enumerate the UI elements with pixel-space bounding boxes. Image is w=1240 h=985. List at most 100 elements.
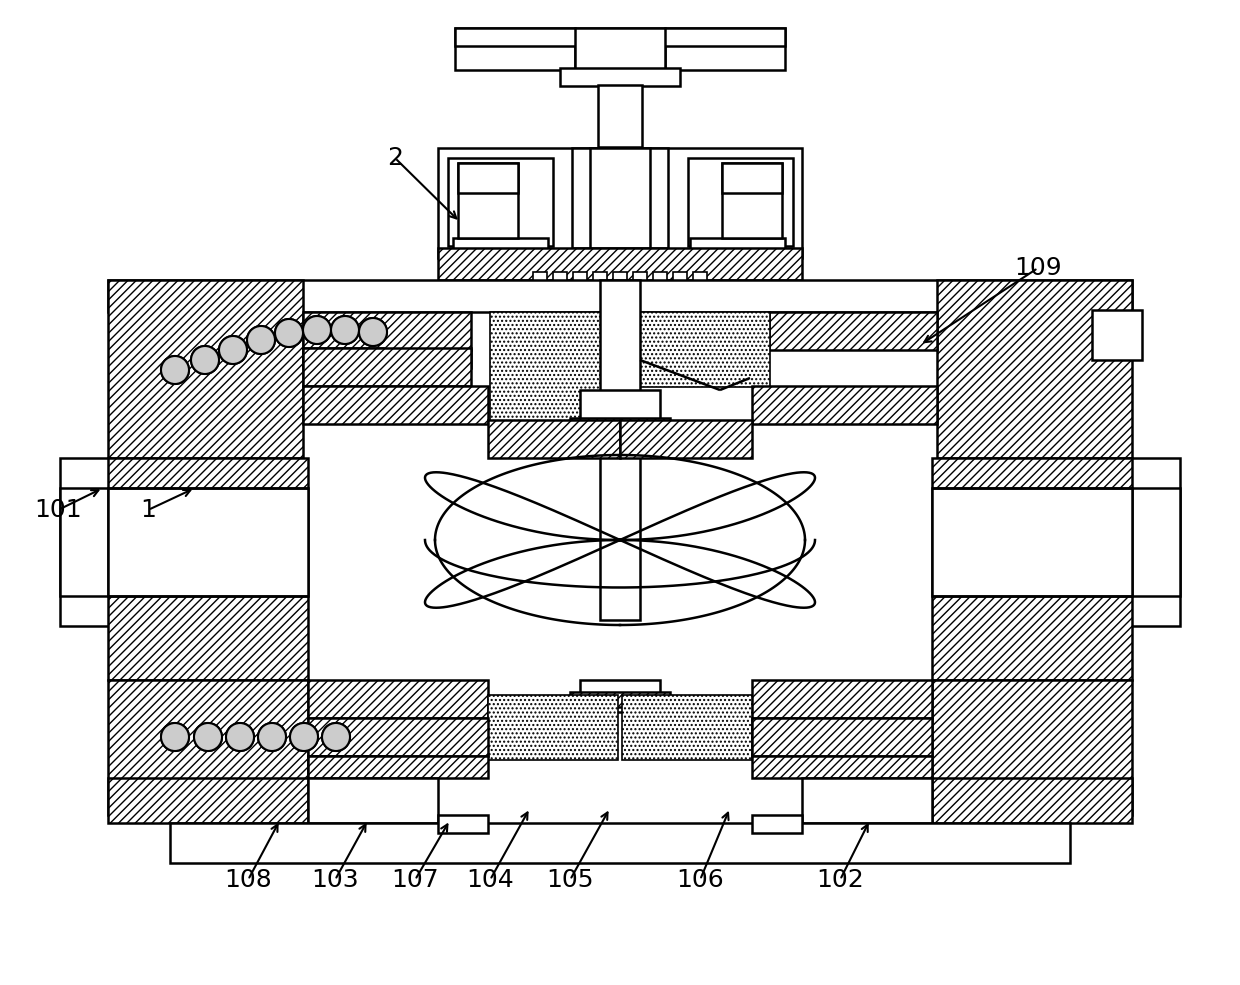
Circle shape bbox=[193, 723, 222, 751]
Circle shape bbox=[161, 356, 188, 384]
Bar bbox=[653, 272, 667, 282]
Circle shape bbox=[161, 723, 188, 751]
Circle shape bbox=[290, 723, 317, 751]
Bar bbox=[303, 350, 471, 368]
Circle shape bbox=[360, 318, 387, 346]
Text: 1: 1 bbox=[140, 498, 156, 522]
Bar bbox=[553, 272, 567, 282]
Bar bbox=[598, 85, 642, 147]
Circle shape bbox=[226, 723, 254, 751]
Text: 105: 105 bbox=[547, 868, 594, 892]
Circle shape bbox=[191, 346, 219, 374]
Bar bbox=[308, 680, 489, 718]
Bar bbox=[751, 386, 937, 424]
Bar bbox=[453, 238, 548, 253]
Bar bbox=[932, 778, 1132, 823]
Circle shape bbox=[258, 723, 286, 751]
Bar bbox=[722, 163, 782, 193]
Bar bbox=[932, 458, 1132, 680]
Bar bbox=[108, 458, 308, 680]
Bar bbox=[455, 28, 785, 46]
Text: 109: 109 bbox=[1014, 256, 1061, 280]
Circle shape bbox=[290, 723, 317, 751]
Bar bbox=[303, 348, 383, 366]
Bar bbox=[620, 420, 751, 458]
Text: 104: 104 bbox=[466, 868, 513, 892]
Bar bbox=[722, 163, 782, 238]
Bar bbox=[570, 418, 670, 433]
Circle shape bbox=[360, 318, 387, 346]
Bar bbox=[572, 148, 668, 248]
Bar bbox=[932, 680, 1132, 815]
Bar bbox=[751, 718, 932, 756]
Bar bbox=[303, 312, 471, 350]
Bar bbox=[689, 238, 785, 253]
Bar bbox=[1130, 488, 1180, 596]
Circle shape bbox=[219, 336, 247, 364]
Bar bbox=[108, 778, 308, 823]
Text: 107: 107 bbox=[391, 868, 439, 892]
Bar bbox=[802, 778, 932, 823]
Text: 108: 108 bbox=[224, 868, 272, 892]
Bar bbox=[1092, 310, 1142, 360]
Bar bbox=[170, 823, 1070, 863]
Bar bbox=[665, 28, 785, 70]
Bar bbox=[60, 458, 110, 626]
Bar bbox=[438, 248, 802, 280]
Circle shape bbox=[275, 319, 303, 347]
Text: 102: 102 bbox=[816, 868, 864, 892]
Circle shape bbox=[331, 316, 360, 344]
Bar bbox=[769, 312, 937, 350]
Circle shape bbox=[322, 723, 350, 751]
Circle shape bbox=[247, 326, 275, 354]
Bar bbox=[560, 68, 680, 86]
Bar bbox=[308, 756, 388, 778]
Bar bbox=[438, 148, 802, 258]
Bar bbox=[620, 312, 770, 387]
Bar bbox=[580, 680, 660, 712]
Circle shape bbox=[226, 723, 254, 751]
Circle shape bbox=[303, 316, 331, 344]
Bar bbox=[688, 158, 794, 246]
Text: 103: 103 bbox=[311, 868, 358, 892]
Circle shape bbox=[331, 316, 360, 344]
Bar bbox=[60, 488, 110, 596]
Text: 101: 101 bbox=[35, 498, 82, 522]
Bar bbox=[575, 28, 665, 70]
Text: 106: 106 bbox=[676, 868, 724, 892]
Bar bbox=[622, 695, 751, 760]
Circle shape bbox=[191, 346, 219, 374]
Bar bbox=[613, 272, 627, 282]
Bar bbox=[108, 280, 1132, 312]
Circle shape bbox=[275, 319, 303, 347]
Bar bbox=[932, 488, 1132, 596]
Circle shape bbox=[219, 336, 247, 364]
Bar bbox=[458, 163, 518, 238]
Circle shape bbox=[303, 316, 331, 344]
Bar bbox=[303, 348, 471, 386]
Bar bbox=[438, 815, 489, 833]
Bar bbox=[937, 280, 1132, 458]
Bar bbox=[108, 680, 308, 815]
Bar bbox=[308, 718, 489, 756]
Bar bbox=[489, 420, 620, 458]
Bar bbox=[751, 815, 802, 833]
Bar bbox=[455, 28, 575, 70]
Circle shape bbox=[247, 326, 275, 354]
Bar bbox=[580, 390, 660, 422]
Circle shape bbox=[161, 356, 188, 384]
Circle shape bbox=[161, 723, 188, 751]
Bar bbox=[673, 272, 687, 282]
Bar bbox=[693, 272, 707, 282]
Bar bbox=[108, 488, 308, 596]
Bar bbox=[570, 692, 670, 707]
Circle shape bbox=[322, 723, 350, 751]
Bar bbox=[593, 272, 608, 282]
Bar bbox=[489, 695, 618, 760]
Bar bbox=[600, 280, 640, 620]
Bar bbox=[573, 272, 587, 282]
Bar bbox=[751, 680, 932, 718]
Bar bbox=[590, 148, 650, 248]
Bar bbox=[448, 158, 553, 246]
Bar bbox=[632, 272, 647, 282]
